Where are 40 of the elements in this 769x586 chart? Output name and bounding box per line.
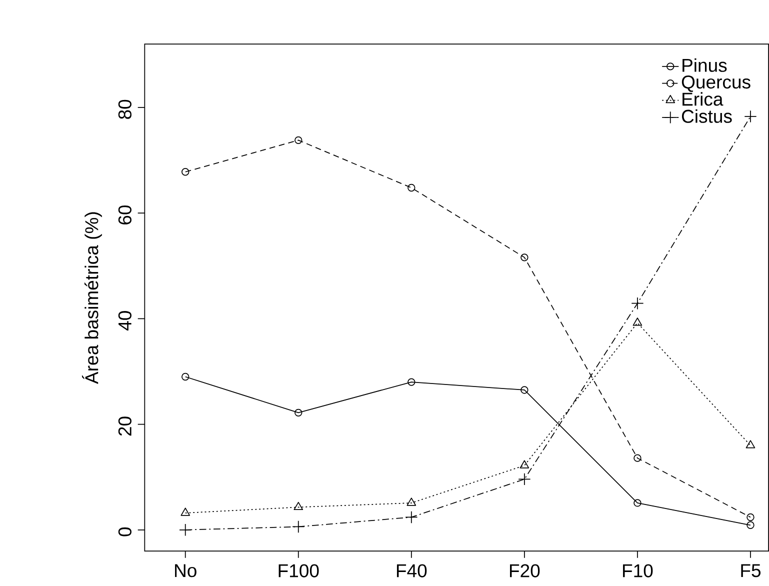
point — [294, 408, 302, 417]
point — [294, 502, 304, 510]
point — [520, 460, 530, 468]
point — [520, 386, 528, 394]
point — [294, 136, 302, 144]
x-tick-label: F40 — [396, 564, 427, 578]
point — [632, 318, 642, 326]
x-tick-label: F10 — [623, 564, 653, 578]
point — [180, 508, 190, 516]
legend-label: Erica — [682, 92, 724, 106]
point — [182, 372, 190, 381]
y-tick-label: 60 — [118, 206, 132, 224]
point — [746, 521, 754, 530]
x-tick-label: F100 — [278, 564, 319, 578]
y-tick-label: 80 — [118, 100, 132, 119]
x-tick-label: No — [175, 564, 196, 578]
point — [634, 454, 642, 462]
point — [520, 254, 528, 262]
point — [631, 297, 644, 310]
legend-label: Quercus — [682, 76, 750, 92]
point — [408, 378, 416, 386]
legend-label: Cistus — [682, 109, 732, 123]
x-tick-label: F20 — [510, 564, 540, 578]
x-tick-label: F5 — [741, 564, 761, 578]
y-tick-label: 0 — [118, 527, 132, 536]
point — [746, 513, 754, 522]
point — [746, 440, 756, 448]
y-tick-label: 20 — [118, 416, 132, 436]
point — [634, 499, 642, 507]
point — [408, 184, 416, 192]
point — [518, 472, 531, 486]
y-tick-label: 40 — [118, 311, 132, 331]
point — [182, 168, 190, 176]
legend-label: Pinus — [682, 58, 727, 72]
point — [405, 510, 418, 524]
point — [179, 524, 192, 536]
point — [292, 520, 305, 534]
point — [744, 110, 757, 123]
y-axis-title: Área basimétrica (%) — [82, 212, 102, 384]
point — [406, 498, 416, 506]
